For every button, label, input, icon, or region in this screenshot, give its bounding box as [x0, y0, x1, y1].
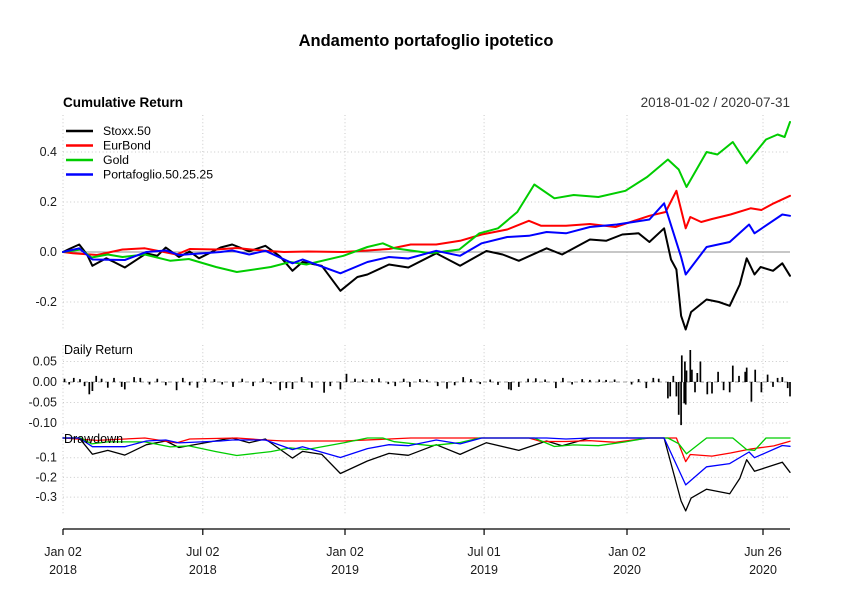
panel-title-drawdown: Drawdown [64, 432, 123, 446]
panel-title-daily-return: Daily Return [64, 343, 133, 357]
legend-label-eurbond: EurBond [103, 139, 151, 153]
series-line-stoxx-50 [62, 227, 791, 331]
x-tick-label-date: Jul 01 [467, 545, 500, 559]
legend-label-portafoglio-50-25-25: Portafoglio.50.25.25 [103, 168, 213, 182]
series-line-eurbond [62, 189, 791, 256]
x-tick-label-year: 2018 [189, 563, 217, 577]
x-tick-label-date: Jan 02 [608, 545, 646, 559]
y-tick-label: -0.2 [35, 295, 57, 309]
legend-label-stoxx-50: Stoxx.50 [103, 124, 151, 138]
plot-layers: 0.40.20.0-0.20.050.00-0.05-0.10-0.1-0.2-… [29, 115, 791, 577]
legend-label-gold: Gold [103, 153, 129, 167]
y-tick-label: 0.00 [33, 375, 57, 389]
date-range-label: 2018-01-02 / 2020-07-31 [641, 95, 790, 110]
y-tick-label: 0.2 [40, 195, 57, 209]
series-line-gold [62, 121, 791, 273]
series-line-portafoglio-50-25-25 [62, 437, 791, 486]
x-tick-label-year: 2018 [49, 563, 77, 577]
x-tick-label-date: Jan 02 [44, 545, 82, 559]
x-axis: Jan 02 2018 Jul 02 2018 Jan 02 2019 Jul 01 2019… [44, 528, 790, 577]
x-tick-label-date: Jan 02 [326, 545, 364, 559]
panel-daily-return: 0.05 0.00 -0.05 -0.10 [29, 345, 791, 430]
panel-title-cumulative-return: Cumulative Return [63, 95, 183, 110]
daily-return-bars [63, 350, 791, 426]
y-tick-label: 0.05 [33, 355, 57, 369]
series-line-portafoglio-50-25-25 [62, 202, 791, 276]
y-tick-label: -0.3 [35, 490, 57, 504]
x-tick-label-year: 2019 [331, 563, 359, 577]
y-tick-label: 0.4 [40, 145, 57, 159]
y-tick-label: 0.0 [40, 245, 57, 259]
y-tick-label: -0.2 [35, 470, 57, 484]
main-title: Andamento portafoglio ipotetico [299, 32, 554, 50]
panel-cumulative-return: 0.4 0.2 0.0 -0.2 [35, 115, 791, 331]
y-tick-label: -0.05 [29, 396, 58, 410]
x-tick-label-date: Jun 26 [744, 545, 782, 559]
x-tick-label-date: Jul 02 [186, 545, 219, 559]
x-tick-label-year: 2020 [613, 563, 641, 577]
x-tick-label-year: 2019 [470, 563, 498, 577]
y-tick-label: -0.10 [29, 416, 58, 430]
series-line-gold [62, 437, 791, 457]
panel-drawdown: -0.1 -0.2 -0.3 [35, 433, 791, 515]
x-tick-label-year: 2020 [749, 563, 777, 577]
y-tick-label: -0.1 [35, 451, 57, 465]
